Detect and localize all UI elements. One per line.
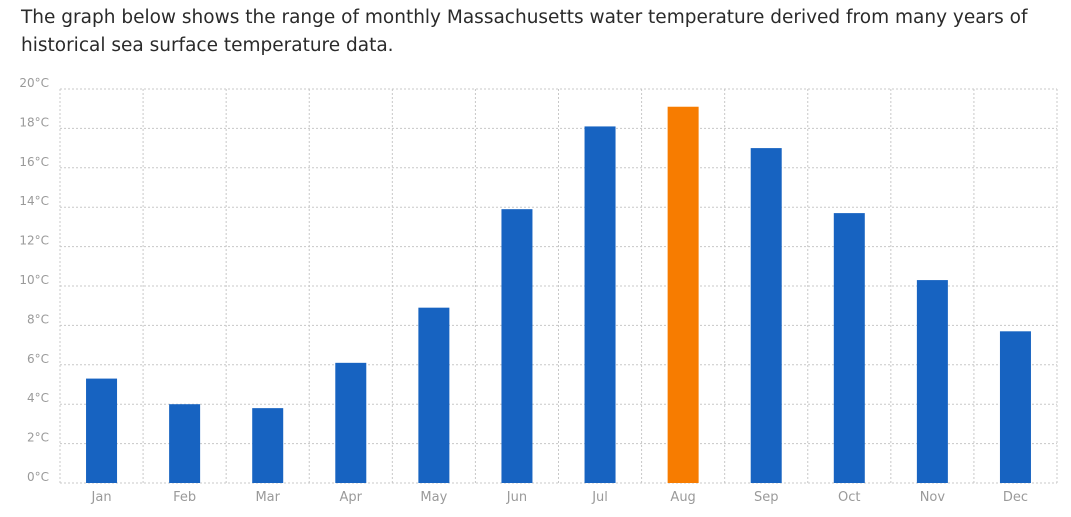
x-tick-label: Dec [1003,490,1028,505]
bar-jan [86,378,118,483]
y-tick-label: 16°C [19,155,49,169]
chart-bars [86,106,1031,484]
bar-apr [335,362,367,483]
x-tick-label: Apr [340,490,363,505]
x-tick-label: Sep [754,490,779,505]
x-tick-label: Nov [920,490,946,505]
x-tick-label: Jan [91,490,112,505]
y-tick-label: 4°C [27,391,49,405]
y-tick-label: 20°C [19,76,49,90]
y-tick-label: 18°C [19,115,49,129]
intro-text: The graph below shows the range of month… [21,7,1028,56]
y-axis-labels: 0°C 2°C 4°C 6°C 8°C 10°C 12°C 14°C 16°C 18°C 20°C [19,76,49,484]
bar-sep [750,148,782,483]
x-axis-labels: Jan Feb Mar Apr May Jun Jul Aug Sep Oct Nov Dec [91,490,1029,505]
y-tick-label: 8°C [27,312,49,326]
bar-jul [584,126,616,484]
bar-aug [667,106,699,483]
y-tick-label: 10°C [19,273,49,287]
bar-oct [833,213,865,484]
bar-feb [169,404,201,483]
x-tick-label: Jun [506,490,527,505]
bar-jun [501,209,533,484]
y-tick-label: 2°C [27,431,49,445]
bar-mar [252,408,284,483]
bar-nov [916,280,948,483]
chart-grid [59,88,1058,484]
y-tick-label: 6°C [27,352,49,366]
y-tick-label: 14°C [19,194,49,208]
bar-dec [999,331,1031,483]
x-tick-label: Feb [173,490,196,505]
y-tick-label: 0°C [27,470,49,484]
x-tick-label: Mar [255,490,280,505]
x-tick-label: Jul [591,490,608,505]
x-tick-label: May [420,490,447,505]
bar-may [418,307,450,483]
y-tick-label: 12°C [19,234,49,248]
x-tick-label: Oct [838,490,860,505]
x-tick-label: Aug [670,490,695,505]
